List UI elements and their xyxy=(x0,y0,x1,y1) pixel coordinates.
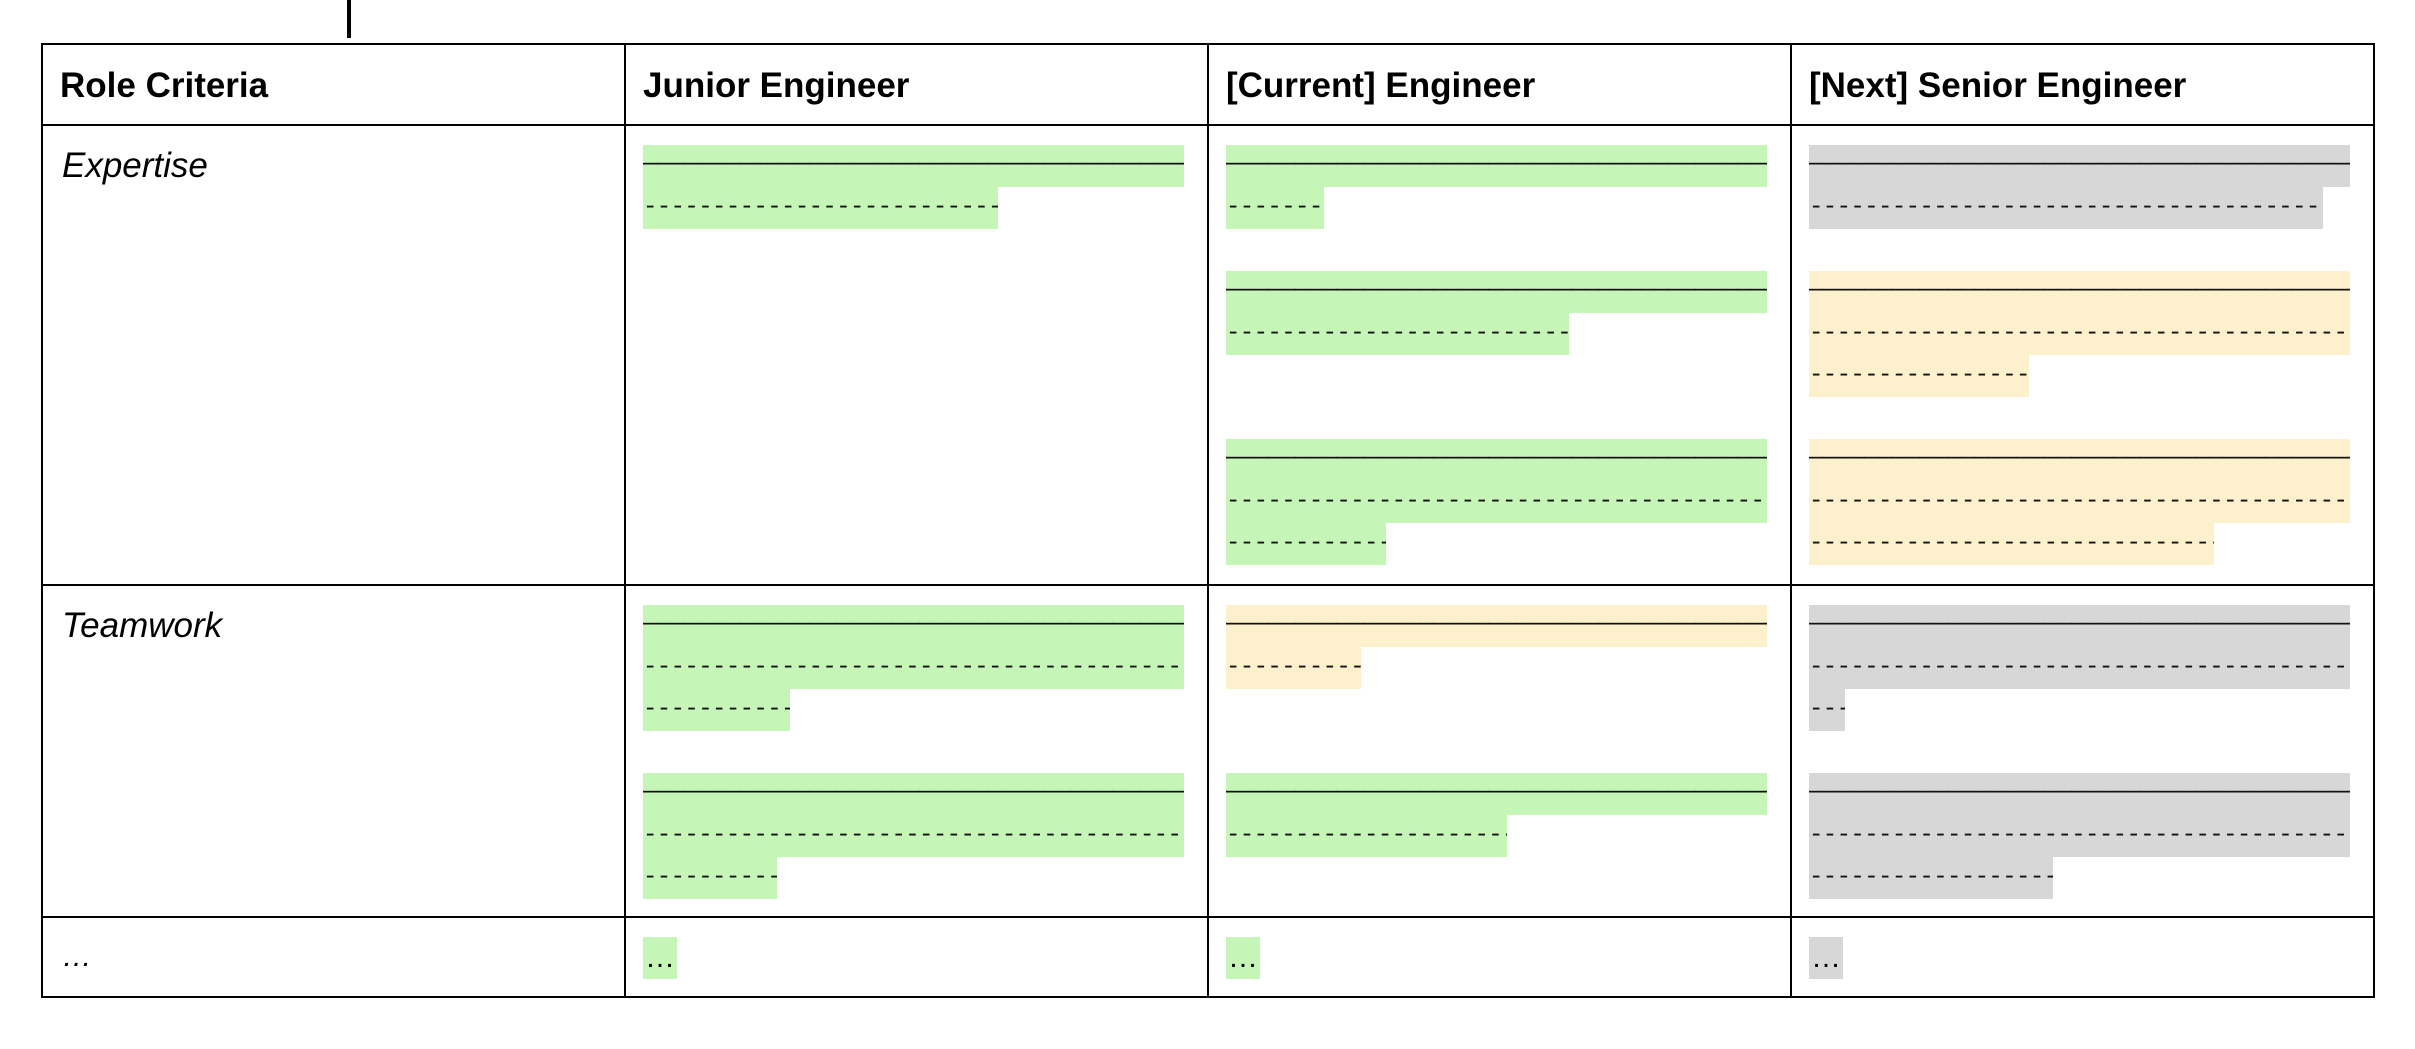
redacted-line: ------------------------ xyxy=(1809,857,2053,899)
header-cell[interactable]: [Next] Senior Engineer xyxy=(1790,43,2375,126)
next-cell[interactable]: ────────────────────────────────────────… xyxy=(1790,124,2375,586)
redacted-line: ────────────────────────────────────────… xyxy=(1809,439,2350,481)
header-row: Role Criteria Junior Engineer [Current] … xyxy=(41,43,2375,126)
redacted-line: ────────────────────────────────────────… xyxy=(643,145,1184,187)
current-cell[interactable]: ────────────────────────────────────────… xyxy=(1207,124,1792,586)
ellipsis: … xyxy=(1809,937,1843,979)
redacted-line: ────────────────────────────────────────… xyxy=(1809,605,2350,647)
redacted-line: ────────────────────────────────────────… xyxy=(1226,773,1767,815)
redacted-line: ────────────────────────────────────────… xyxy=(1809,271,2350,313)
redacted-item: ────────────────────────────────────────… xyxy=(1792,586,2373,899)
junior-cell[interactable]: … xyxy=(624,916,1209,998)
redacted-line: ---------------------------------------- xyxy=(1809,523,2214,565)
redacted-line: ----------------------------------------… xyxy=(1226,481,1767,523)
redacted-line: ---------------- xyxy=(1226,523,1386,565)
header-cell[interactable]: Junior Engineer xyxy=(624,43,1209,126)
redacted-line: ----------------------------------------… xyxy=(643,815,1184,857)
text-cursor xyxy=(347,0,351,38)
redacted-item: ────────────────────────────────────────… xyxy=(1792,126,2373,565)
career-ladder-table: Role Criteria Junior Engineer [Current] … xyxy=(41,43,2375,998)
redacted-line: ----------------------------------------… xyxy=(1809,647,2350,689)
criterion-cell[interactable]: … xyxy=(41,916,626,998)
redacted-line: ────────────────────────────────────────… xyxy=(643,605,1184,647)
criterion-label: Teamwork xyxy=(62,606,223,645)
redacted-item: ────────────────────────────────────────… xyxy=(1209,126,1790,565)
junior-cell[interactable]: ────────────────────────────────────────… xyxy=(624,124,1209,586)
redacted-line: ---------------------------- xyxy=(1226,815,1507,857)
redacted-line: ----------------------------------- xyxy=(643,187,998,229)
redacted-line: ────────────────────────────────────────… xyxy=(1226,605,1767,647)
redacted-line: ────────────────────────────────────────… xyxy=(643,773,1184,815)
redacted-line: -------------- xyxy=(643,689,790,731)
redacted-line: ---------------------------------- xyxy=(1226,313,1569,355)
redacted-item: ────────────────────────────────────────… xyxy=(626,586,1207,899)
redacted-line: --------- xyxy=(1226,187,1324,229)
redacted-line: ────────────────────────────────────────… xyxy=(1809,145,2350,187)
header-current-engineer: [Current] Engineer xyxy=(1226,66,1536,105)
redacted-line: ────────────────────────────────────────… xyxy=(1226,271,1767,313)
criterion-cell[interactable]: Expertise xyxy=(41,124,626,586)
header-next-senior-engineer: [Next] Senior Engineer xyxy=(1809,66,2187,105)
redacted-line: ------------- xyxy=(643,857,777,899)
redacted-line: --- xyxy=(1809,689,1845,731)
redacted-line: ────────────────────────────────────────… xyxy=(1226,145,1767,187)
redacted-line: ----------------------------------------… xyxy=(1809,313,2350,355)
next-cell[interactable]: ────────────────────────────────────────… xyxy=(1790,584,2375,918)
redacted-line: ----------------------------------------… xyxy=(1809,481,2350,523)
current-cell[interactable]: ────────────────────────────────────────… xyxy=(1207,584,1792,918)
next-cell[interactable]: … xyxy=(1790,916,2375,998)
redacted-line: ----------------------------------------… xyxy=(1809,815,2350,857)
header-cell[interactable]: Role Criteria xyxy=(41,43,626,126)
redacted-line: ----------------------------------------… xyxy=(1809,187,2323,229)
row-teamwork: Teamwork ───────────────────────────────… xyxy=(41,584,2375,918)
criterion-cell[interactable]: Teamwork xyxy=(41,584,626,918)
header-role-criteria: Role Criteria xyxy=(60,66,269,105)
redacted-line: ────────────────────────────────────────… xyxy=(1809,773,2350,815)
redacted-line: ----------------------------------------… xyxy=(643,647,1184,689)
row-expertise: Expertise ──────────────────────────────… xyxy=(41,124,2375,586)
redacted-line: ---------------------- xyxy=(1809,355,2029,397)
ellipsis: … xyxy=(643,937,677,979)
row-more: … … … … xyxy=(41,916,2375,998)
redacted-item: ────────────────────────────────────────… xyxy=(626,126,1207,229)
ellipsis: … xyxy=(1226,937,1260,979)
current-cell[interactable]: … xyxy=(1207,916,1792,998)
redacted-item: ────────────────────────────────────────… xyxy=(1209,586,1790,857)
criterion-label: … xyxy=(43,918,624,978)
header-junior-engineer: Junior Engineer xyxy=(643,66,910,105)
criterion-label: Expertise xyxy=(62,146,208,185)
ellipsis: … xyxy=(62,940,92,973)
junior-cell[interactable]: ────────────────────────────────────────… xyxy=(624,584,1209,918)
redacted-line: ------------- xyxy=(1226,647,1361,689)
header-cell[interactable]: [Current] Engineer xyxy=(1207,43,1792,126)
redacted-line: ────────────────────────────────────────… xyxy=(1226,439,1767,481)
